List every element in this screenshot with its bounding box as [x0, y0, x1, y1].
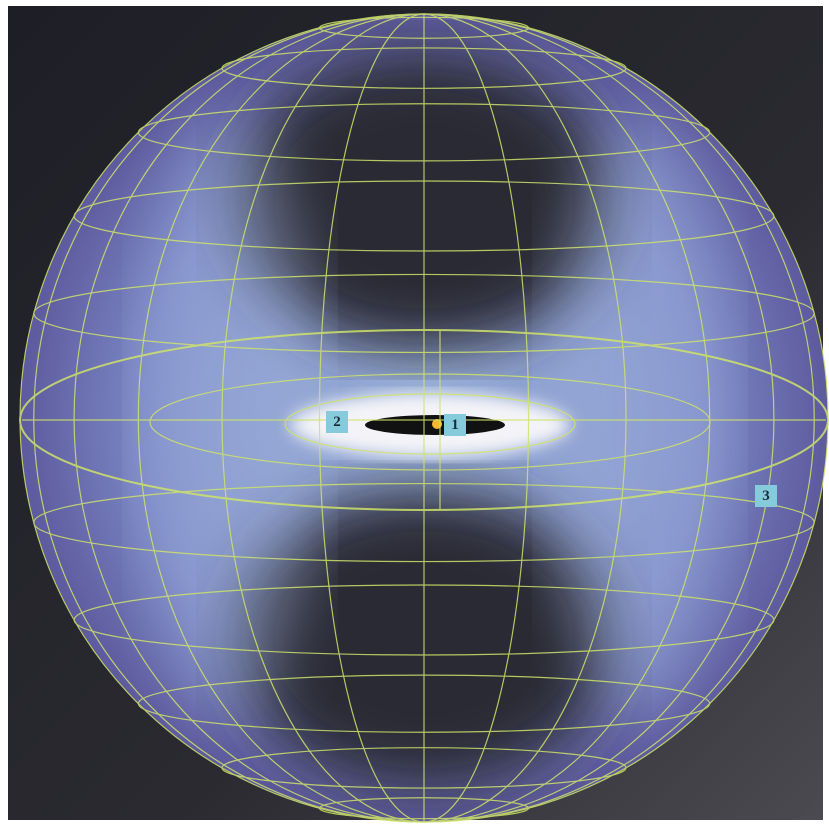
marker-box [326, 411, 348, 433]
marker-box [444, 414, 466, 436]
parallel [221, 747, 627, 789]
marker: 2 [326, 411, 348, 433]
parallel [33, 482, 815, 563]
ecliptic-plane [19, 329, 829, 511]
labels: 1 2 3 [326, 411, 777, 507]
parallel [318, 16, 530, 39]
parallel [137, 103, 711, 162]
grid [19, 13, 829, 823]
parallel [137, 674, 711, 733]
bright-band [550, 118, 730, 718]
marker-label: 1 [451, 417, 459, 433]
bright-band [140, 118, 320, 718]
ecliptic-ring [284, 393, 576, 455]
parallel [33, 273, 815, 354]
parallel [73, 584, 775, 656]
marker-label: 2 [333, 414, 341, 430]
marker-box [755, 485, 777, 507]
marker-label: 3 [762, 488, 770, 504]
parallel [221, 47, 627, 89]
marker: 3 [755, 485, 777, 507]
ecliptic-ring [149, 373, 711, 471]
parallel [73, 180, 775, 252]
parallel [318, 797, 530, 820]
marker: 1 [444, 414, 466, 436]
